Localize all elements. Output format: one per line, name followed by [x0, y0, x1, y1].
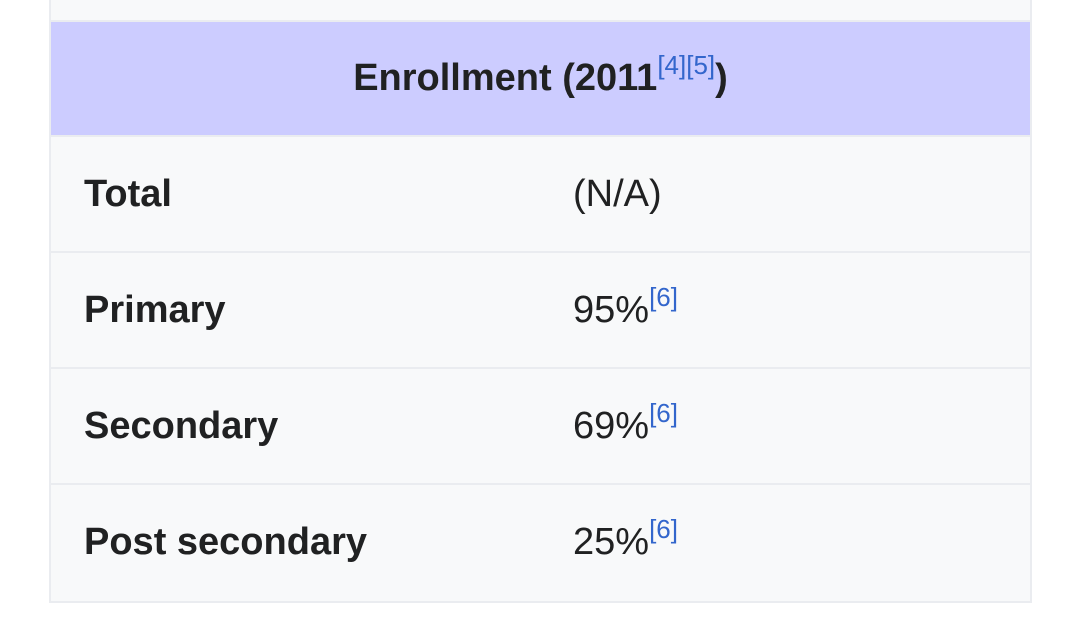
reference-link[interactable]: [6] [649, 397, 678, 428]
row-label: Post secondary [84, 520, 367, 563]
reference-link[interactable]: [6] [649, 281, 678, 312]
row-value: 69%[6] [573, 398, 678, 448]
row-value: 95%[6] [573, 282, 678, 332]
table-row: Post secondary 25%[6] [51, 485, 1030, 599]
table-row: Primary 95%[6] [51, 253, 1030, 369]
header-close: ) [715, 57, 728, 99]
row-value: (N/A) [573, 173, 662, 216]
rows: Total (N/A) Primary 95%[6] Secondary 69%[6] Po… [51, 137, 1030, 599]
row-label: Primary [84, 288, 226, 331]
reference-link[interactable]: [4] [657, 50, 687, 80]
table-row: Secondary 69%[6] [51, 369, 1030, 485]
header-text: Enrollment (2011 [353, 57, 658, 99]
previous-row [51, 0, 1030, 22]
row-label: Total [84, 172, 172, 215]
infobox-header: Enrollment (2011 [4][5]) [51, 22, 1030, 137]
header-refs: [4][5] [657, 50, 715, 100]
value-text: (N/A) [573, 172, 662, 215]
infobox: Enrollment (2011 [4][5]) Total (N/A) Primar… [49, 0, 1032, 603]
reference-link[interactable]: [6] [649, 513, 678, 544]
row-label: Secondary [84, 404, 279, 447]
reference-link[interactable]: [5] [686, 50, 716, 80]
table-row: Total (N/A) [51, 137, 1030, 253]
row-value: 25%[6] [573, 514, 678, 564]
value-text: 69% [573, 404, 650, 447]
value-text: 25% [573, 520, 650, 563]
value-text: 95% [573, 288, 650, 331]
